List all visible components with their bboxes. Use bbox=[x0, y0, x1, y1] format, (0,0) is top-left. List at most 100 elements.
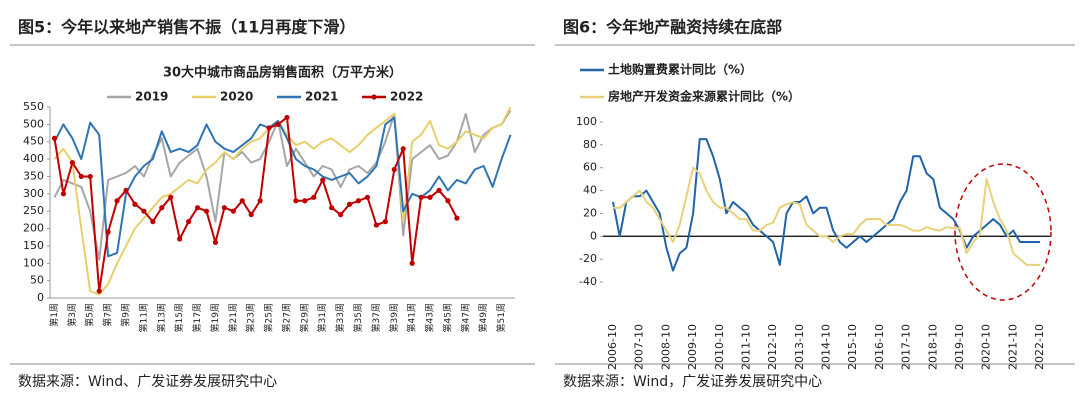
x-tick-label: 2017-10 bbox=[900, 324, 913, 370]
series-marker bbox=[454, 215, 460, 221]
legend-label: 2021 bbox=[305, 90, 338, 104]
y-tick-label: -40 bbox=[579, 275, 597, 288]
series-marker bbox=[275, 121, 281, 127]
y-tick-label: 20 bbox=[583, 206, 597, 219]
highlight-ellipse bbox=[954, 163, 1052, 301]
x-tick-label: 第19周 bbox=[209, 303, 221, 332]
series-marker bbox=[221, 205, 227, 211]
x-tick-label: 第47周 bbox=[459, 303, 471, 332]
x-tick-label: 第41周 bbox=[406, 303, 418, 332]
x-tick-label: 2009-10 bbox=[686, 324, 699, 370]
series-marker bbox=[177, 236, 183, 242]
series-marker bbox=[212, 239, 219, 246]
x-tick-label: 2019-10 bbox=[953, 324, 966, 370]
y-tick-label: 450 bbox=[23, 135, 44, 148]
y-tick-label: 0 bbox=[37, 291, 44, 304]
series-marker bbox=[141, 208, 147, 214]
series-marker bbox=[230, 208, 236, 214]
x-tick-label: 2007-10 bbox=[633, 324, 646, 370]
series-marker bbox=[257, 198, 263, 204]
y-tick-label: 400 bbox=[23, 152, 44, 165]
series-marker bbox=[445, 198, 451, 204]
x-tick-label: 第15周 bbox=[173, 303, 185, 332]
x-tick-label: 第43周 bbox=[424, 303, 436, 332]
series-marker bbox=[150, 219, 156, 225]
series-marker bbox=[69, 159, 75, 166]
y-tick-label: 200 bbox=[23, 222, 44, 235]
series-marker bbox=[373, 222, 379, 228]
legend-label: 2020 bbox=[220, 90, 253, 104]
x-tick-label: 2013-10 bbox=[793, 324, 806, 370]
series-marker bbox=[60, 191, 67, 197]
y-tick-label: -20 bbox=[579, 252, 597, 265]
x-tick-label: 第23周 bbox=[245, 303, 257, 332]
series-line bbox=[53, 116, 512, 258]
series-marker bbox=[194, 205, 201, 211]
x-tick-label: 第35周 bbox=[352, 303, 364, 332]
series-marker bbox=[409, 260, 415, 266]
series-line bbox=[612, 138, 1040, 272]
x-tick-label: 第31周 bbox=[316, 303, 328, 332]
y-tick-label: 40 bbox=[583, 184, 597, 197]
series-marker bbox=[105, 229, 111, 235]
series-marker bbox=[248, 212, 254, 218]
x-tick-label: 2020-10 bbox=[980, 324, 993, 370]
series-marker bbox=[123, 187, 129, 193]
x-tick-label: 2022-10 bbox=[1033, 324, 1046, 370]
x-tick-label: 2015-10 bbox=[846, 324, 859, 370]
series-marker bbox=[311, 194, 317, 200]
x-tick-label: 2006-10 bbox=[606, 324, 619, 370]
x-tick-label: 第11周 bbox=[137, 303, 149, 332]
series-marker bbox=[436, 187, 442, 193]
x-tick-label: 第49周 bbox=[477, 303, 489, 332]
x-tick-label: 2011-10 bbox=[739, 324, 752, 370]
series-marker bbox=[293, 198, 299, 204]
x-tick-label: 第1周 bbox=[48, 303, 60, 327]
x-tick-label: 第9周 bbox=[120, 303, 132, 327]
y-tick-label: 150 bbox=[23, 239, 44, 252]
y-tick-label: 500 bbox=[23, 117, 44, 130]
x-tick-label: 第3周 bbox=[66, 303, 78, 327]
legend-marker bbox=[371, 94, 377, 100]
series-marker bbox=[391, 166, 397, 173]
series-marker bbox=[418, 194, 424, 200]
chart-title: 图6：今年地产融资持续在底部 bbox=[563, 18, 782, 37]
series-marker bbox=[51, 135, 58, 141]
x-tick-label: 第51周 bbox=[495, 303, 507, 332]
series-marker bbox=[284, 114, 290, 121]
series-marker bbox=[338, 212, 344, 218]
series-marker bbox=[186, 219, 192, 225]
series-marker bbox=[302, 198, 308, 204]
legend-label: 2022 bbox=[390, 90, 423, 104]
y-tick-label: 50 bbox=[30, 274, 44, 287]
series-marker bbox=[168, 194, 174, 200]
x-tick-label: 第21周 bbox=[227, 303, 239, 332]
x-tick-label: 2021-10 bbox=[1006, 324, 1019, 370]
legend-label: 房地产开发资金来源累计同比（%） bbox=[608, 89, 800, 104]
x-tick-label: 第7周 bbox=[102, 303, 114, 327]
y-tick-label: 100 bbox=[576, 115, 597, 128]
y-tick-label: 60 bbox=[583, 161, 597, 174]
series-marker bbox=[203, 208, 210, 214]
series-marker bbox=[239, 198, 245, 204]
chart-subtitle: 30大中城市商品房销售面积（万平方米） bbox=[163, 65, 402, 81]
series-marker bbox=[364, 194, 371, 200]
series-marker bbox=[400, 146, 406, 152]
legend-label: 2019 bbox=[135, 90, 168, 104]
series-marker bbox=[355, 198, 362, 204]
series-marker bbox=[132, 201, 138, 207]
series-marker bbox=[96, 288, 102, 294]
x-tick-label: 第45周 bbox=[441, 303, 453, 332]
y-tick-label: 100 bbox=[23, 256, 44, 269]
source-note: 数据来源：Wind、广发证券发展研究中心 bbox=[18, 374, 277, 390]
x-tick-label: 2016-10 bbox=[873, 324, 886, 370]
y-tick-label: 550 bbox=[23, 100, 44, 113]
series-line bbox=[53, 109, 512, 261]
series-marker bbox=[329, 205, 335, 211]
series-marker bbox=[427, 194, 433, 200]
x-tick-label: 第33周 bbox=[334, 303, 346, 332]
y-tick-label: 250 bbox=[23, 204, 44, 217]
y-tick-label: 0 bbox=[590, 229, 597, 242]
y-tick-label: 80 bbox=[583, 138, 597, 151]
series-marker bbox=[320, 177, 326, 183]
